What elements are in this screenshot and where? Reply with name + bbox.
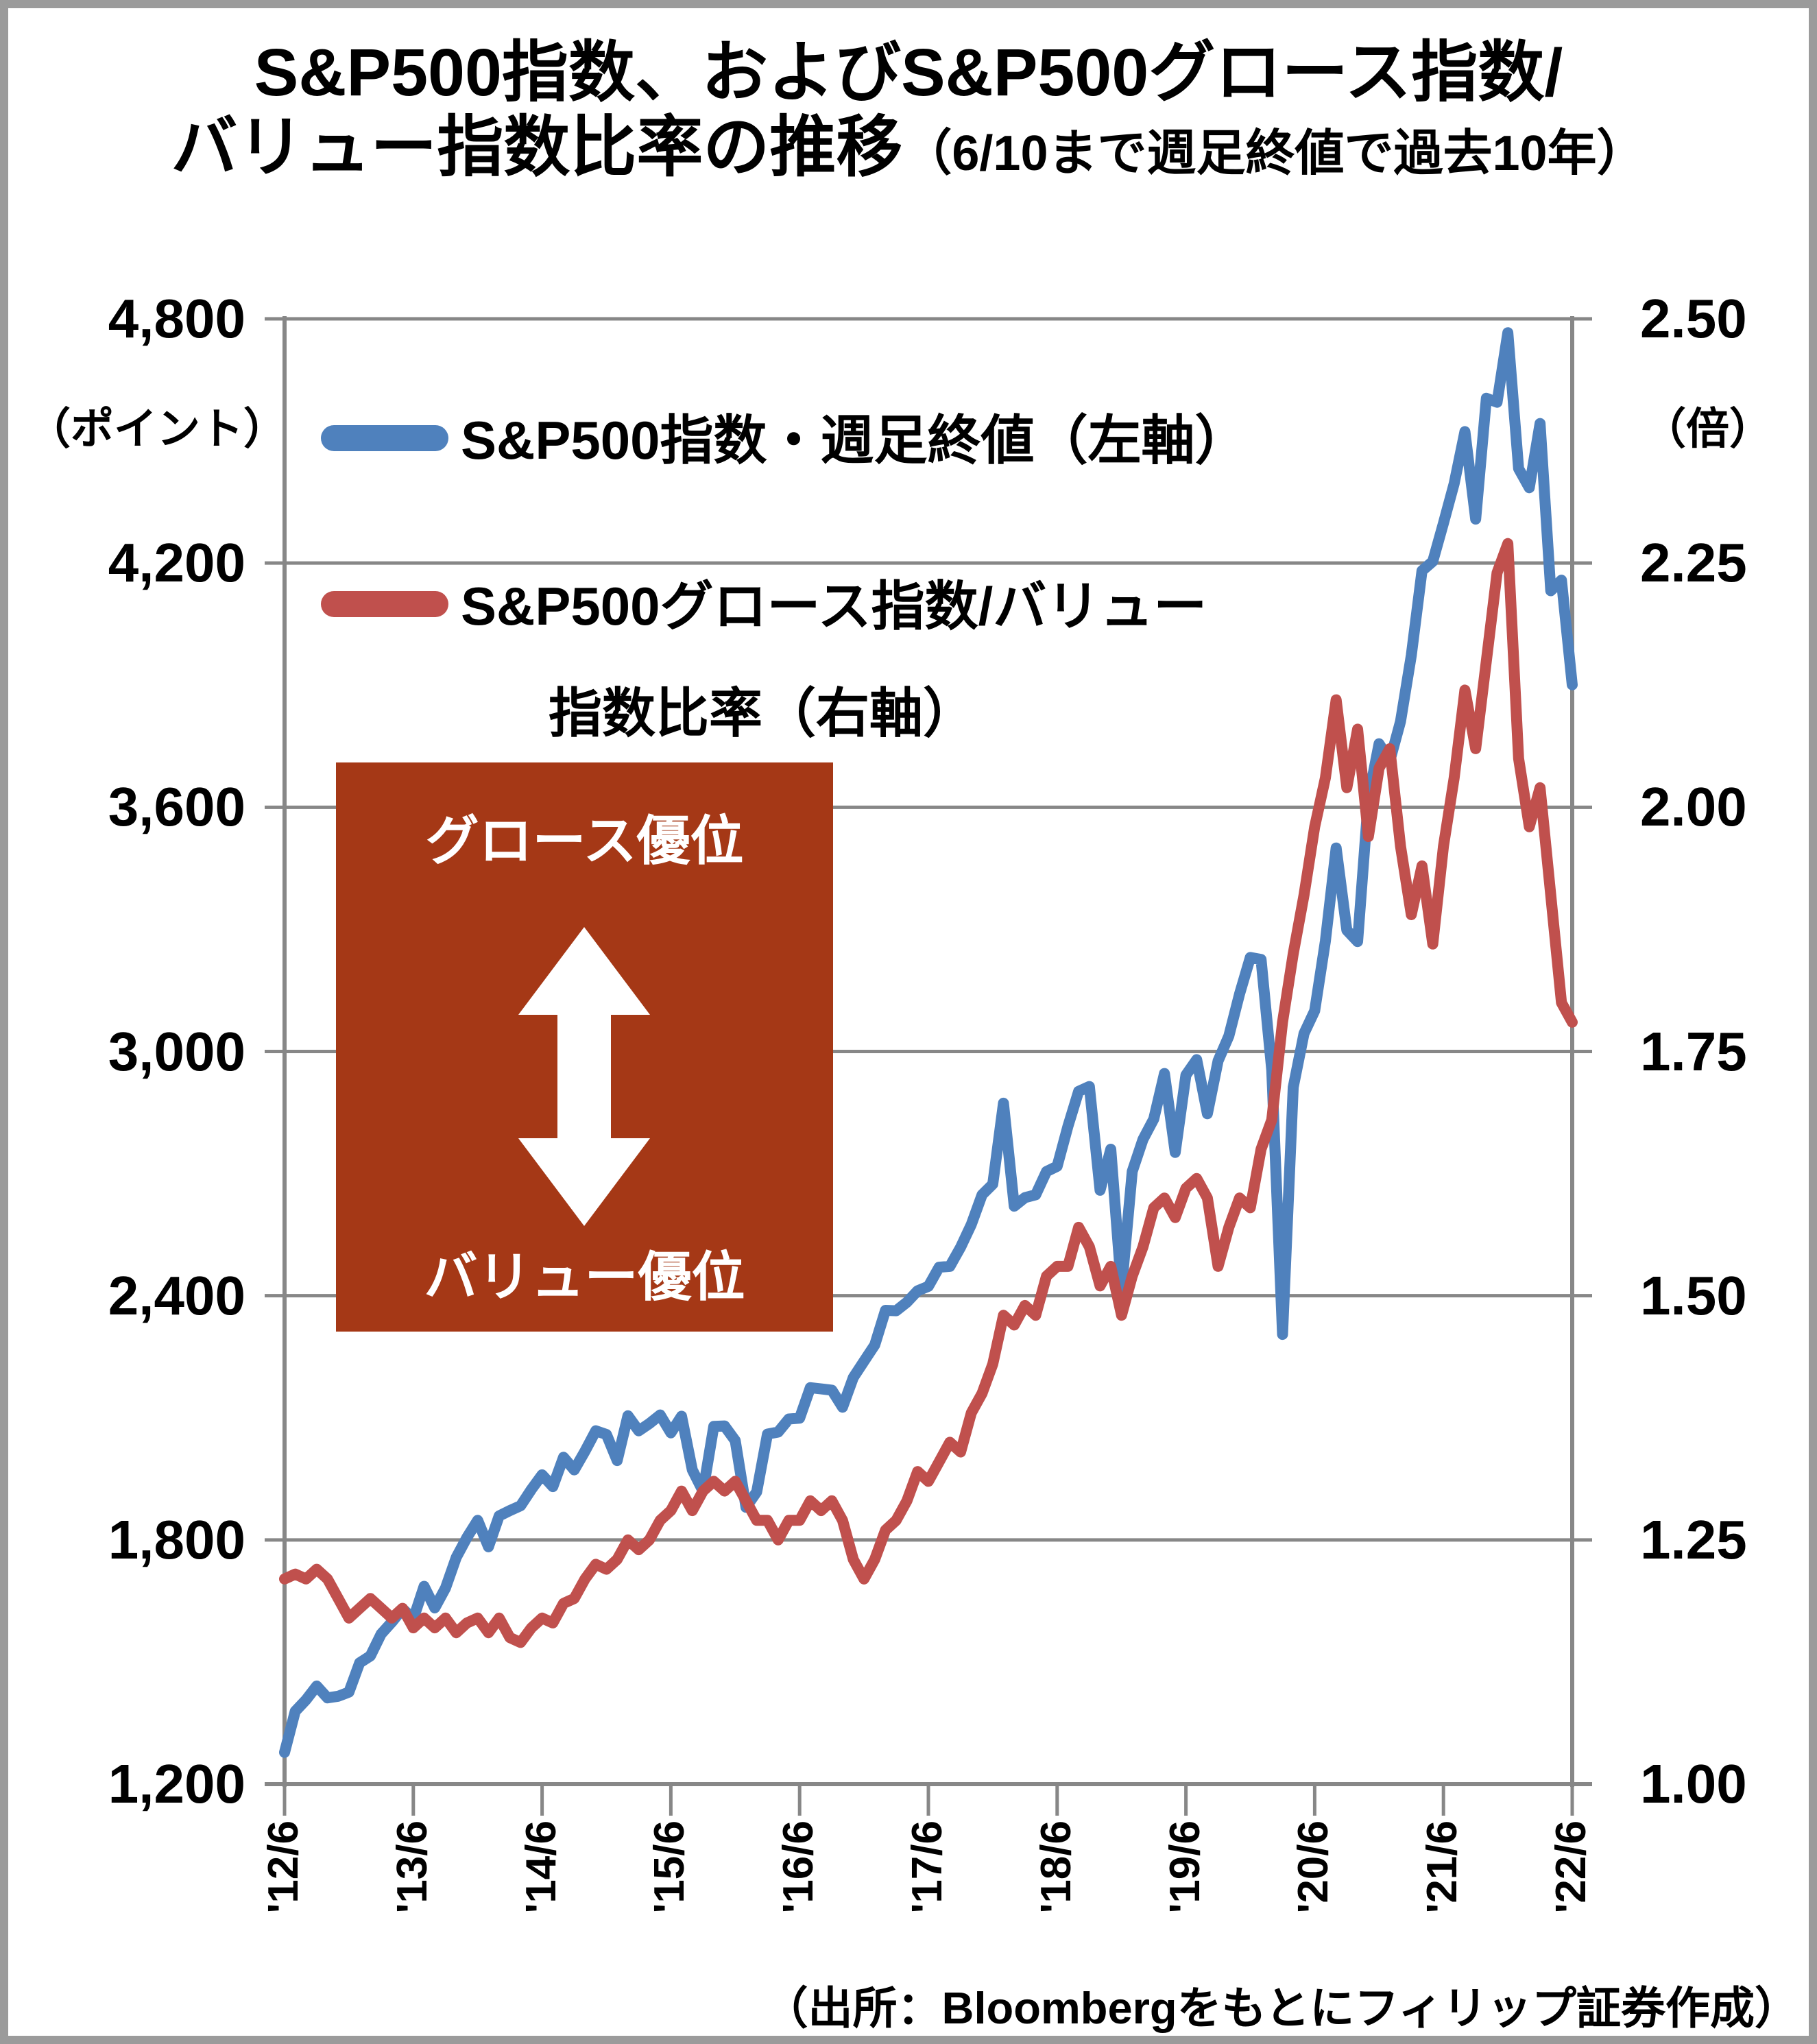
legend-item-ratio: S&P500グロース指数/バリュー 指数比率（右軸） xyxy=(321,576,1207,743)
x-axis-tick-label: '14/6 xyxy=(517,1820,565,1914)
x-axis-tick-label: '19/6 xyxy=(1161,1820,1209,1914)
x-axis-tick-label: '17/6 xyxy=(904,1820,951,1914)
y-axis-left-tick-label: 4,200 xyxy=(108,532,245,594)
x-axis-tick-label: '15/6 xyxy=(646,1820,694,1914)
y-axis-left-tick-label: 1,800 xyxy=(108,1508,245,1570)
chart-title-line2-main: バリュー指数比率の推移 xyxy=(171,109,903,184)
annotation-value-label: バリュー優位 xyxy=(424,1247,745,1307)
y-axis-left-tick-label: 3,000 xyxy=(108,1020,245,1082)
y-axis-right-tick-label: 2.50 xyxy=(1640,288,1747,349)
y-axis-left-tick-label: 4,800 xyxy=(108,288,245,349)
y-axis-left-tick-label: 1,200 xyxy=(108,1753,245,1814)
x-axis-tick-label: '22/6 xyxy=(1548,1820,1595,1914)
series-line-growth-value-ratio xyxy=(279,538,1578,1648)
up-down-arrow-icon xyxy=(518,927,650,1226)
chart-title-line2: バリュー指数比率の推移（6/10まで週足終値で過去10年） xyxy=(0,110,1817,185)
x-axis-tick-label: '20/6 xyxy=(1290,1820,1338,1914)
y-axis-right-tick-label: 1.50 xyxy=(1640,1264,1747,1326)
legend-item-sp500: S&P500指数・週足終値（左軸） xyxy=(321,410,1249,470)
y-axis-right-tick-label: 1.25 xyxy=(1640,1508,1747,1570)
legend-label-ratio-line2: 指数比率（右軸） xyxy=(549,683,977,743)
x-axis-tick-label: '21/6 xyxy=(1419,1820,1467,1914)
y-axis-left-tick-label: 2,400 xyxy=(108,1264,245,1326)
x-axis-tick-label: '12/6 xyxy=(260,1820,307,1914)
y-axis-right-tick-label: 2.00 xyxy=(1640,776,1747,838)
source-note: （出所：Bloombergをもとにフィリップ証券作成） xyxy=(763,1983,1799,2033)
legend-line-sample-red-icon xyxy=(321,591,448,617)
legend-line-sample-blue-icon xyxy=(321,425,448,451)
left-axis-unit-label: （ポイント） xyxy=(27,405,287,453)
y-axis-right-tick-label: 1.00 xyxy=(1640,1753,1747,1814)
annotation-box: グロース優位 バリュー優位 xyxy=(336,762,833,1332)
annotation-growth-label: グロース優位 xyxy=(425,810,744,871)
x-axis-tick-label: '13/6 xyxy=(388,1820,436,1914)
chart-title-period-note: （6/10まで週足終値で過去10年） xyxy=(902,125,1646,181)
legend-label-sp500: S&P500指数・週足終値（左軸） xyxy=(461,410,1249,470)
legend-label-ratio-line1: S&P500グロース指数/バリュー xyxy=(461,576,1207,636)
y-axis-right-tick-label: 2.25 xyxy=(1640,532,1747,594)
series-line-sp500 xyxy=(279,327,1578,1758)
chart-title-line1: S&P500指数、およびS&P500グロース指数/ xyxy=(254,35,1563,110)
x-axis-tick-label: '18/6 xyxy=(1032,1820,1080,1914)
x-axis-tick-label: '16/6 xyxy=(775,1820,823,1914)
right-axis-unit-label: （倍） xyxy=(1643,405,1772,453)
chart-title: S&P500指数、およびS&P500グロース指数/ バリュー指数比率の推移（6/… xyxy=(0,35,1817,185)
y-axis-right-tick-label: 1.75 xyxy=(1640,1020,1747,1082)
y-axis-left-tick-label: 3,600 xyxy=(108,776,245,838)
